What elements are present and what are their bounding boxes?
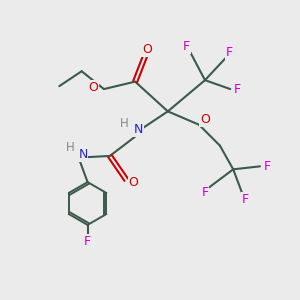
Text: F: F: [84, 235, 91, 248]
Text: N: N: [134, 123, 143, 136]
Text: O: O: [89, 81, 99, 94]
Text: O: O: [129, 176, 139, 189]
Text: N: N: [78, 148, 88, 161]
Text: F: F: [183, 40, 190, 53]
Text: O: O: [142, 43, 152, 56]
Text: H: H: [66, 140, 75, 154]
Text: F: F: [264, 160, 271, 173]
Text: F: F: [234, 82, 241, 96]
Text: H: H: [120, 117, 128, 130]
Text: F: F: [242, 193, 249, 206]
Text: O: O: [200, 113, 210, 126]
Text: F: F: [201, 186, 208, 199]
Text: F: F: [226, 46, 233, 59]
